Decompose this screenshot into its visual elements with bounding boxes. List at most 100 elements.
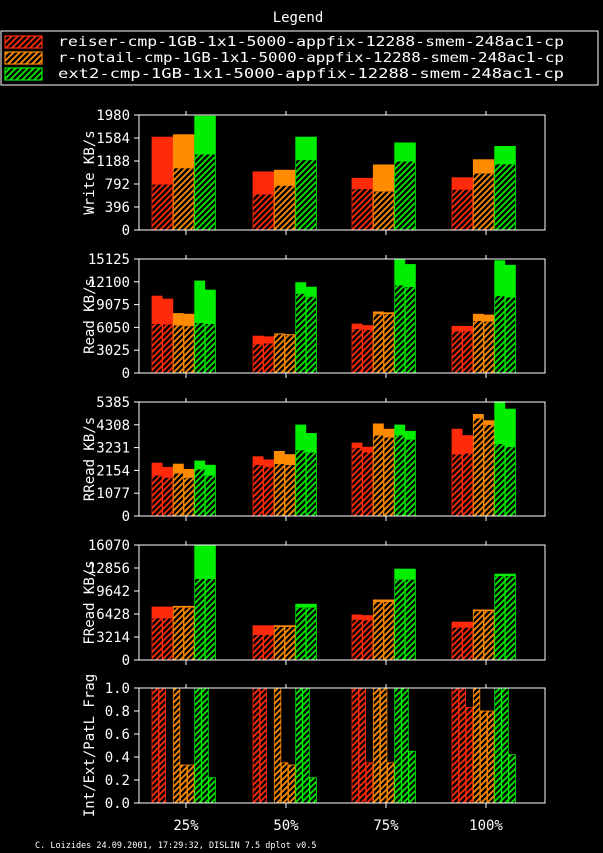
bar-hatched (274, 464, 285, 516)
bar-hatched (162, 618, 173, 660)
bar-upper (394, 569, 405, 580)
y-tick-label: 0 (122, 509, 130, 525)
bar-hatched (263, 635, 274, 660)
bar-hatched (394, 688, 402, 803)
bar-upper (306, 433, 317, 453)
bar-hatched (494, 296, 505, 373)
bar-hatched (194, 579, 205, 660)
bar-upper (184, 606, 195, 608)
bar-hatched (281, 762, 288, 804)
y-tick-label: 1188 (96, 154, 130, 170)
y-tick-label: 0.2 (105, 773, 130, 789)
legend-swatch (4, 35, 43, 49)
bar-hatched (194, 688, 202, 803)
y-tick-label: 9075 (96, 298, 130, 314)
bar-hatched (263, 343, 274, 373)
bar-upper (173, 313, 184, 326)
bar-hatched (484, 425, 495, 516)
bar-upper (253, 171, 274, 195)
x-category-label: 100% (469, 818, 503, 834)
bar-hatched (373, 314, 384, 373)
bar-upper (405, 431, 416, 440)
y-tick-label: 3231 (96, 441, 130, 457)
bar-hatched (253, 194, 274, 230)
legend-swatch (4, 67, 43, 81)
bar-hatched (508, 754, 516, 803)
bar-hatched (452, 454, 463, 516)
bar-hatched (505, 297, 516, 373)
bar-hatched (295, 688, 303, 803)
legend: Legend reiser-cmp-1GB-1x1-5000-appfix-12… (0, 10, 599, 86)
bar-hatched (274, 185, 295, 230)
bar-hatched (274, 627, 285, 660)
bar-hatched (302, 688, 310, 803)
bar-upper (473, 159, 494, 174)
bar-hatched (473, 418, 484, 516)
bar-hatched (352, 688, 359, 803)
bar-upper (263, 625, 274, 635)
y-tick-label: 3214 (96, 630, 130, 646)
bar-upper (452, 326, 463, 332)
y-tick-label: 2154 (96, 463, 130, 479)
bar-hatched (152, 688, 159, 803)
chart-panel-4: 0 3214 6428 9642 12856 16070 FRead KB/s (82, 538, 546, 669)
bar-hatched (184, 477, 195, 516)
bar-upper (173, 134, 194, 169)
bar-upper (253, 336, 264, 345)
legend-frame (0, 30, 599, 86)
bar-hatched (405, 439, 416, 516)
bar-upper (162, 607, 173, 619)
bar-hatched (384, 602, 395, 660)
y-tick-label: 396 (105, 200, 130, 216)
bar-upper (394, 259, 405, 286)
bar-upper (194, 461, 205, 470)
bar-hatched (494, 444, 505, 516)
chart-panel-2: 0 3025 6050 9075 12100 15125 Read KB/s (82, 252, 546, 382)
legend-title: Legend (273, 10, 324, 26)
bar-hatched (152, 618, 163, 660)
y-tick-label: 16070 (88, 538, 130, 554)
bar-hatched (180, 765, 187, 803)
bar-upper (384, 599, 395, 602)
bar-upper (352, 178, 373, 190)
bar-hatched (394, 161, 416, 230)
bar-hatched (285, 335, 296, 373)
bar-upper (173, 606, 184, 608)
legend-entries: reiser-cmp-1GB-1x1-5000-appfix-12288-sme… (4, 34, 564, 82)
bar-upper (274, 170, 295, 186)
bar-upper (194, 116, 216, 155)
bar-upper (373, 164, 394, 192)
y-tick-label: 4308 (96, 418, 130, 434)
panel-frame (138, 544, 546, 661)
bar-upper (494, 401, 505, 444)
bar-hatched (306, 607, 317, 660)
bar-hatched (285, 465, 296, 516)
bar-upper (505, 574, 516, 577)
bar-upper (505, 265, 516, 298)
y-tick-label: 0 (122, 366, 130, 382)
bar-hatched (452, 627, 463, 660)
bar-hatched (473, 173, 494, 230)
y-axis-label: Write KB/s (82, 130, 98, 214)
bar-upper (295, 425, 306, 451)
bar-upper (352, 614, 363, 620)
bar-hatched (494, 576, 505, 660)
panel-frame (138, 687, 546, 804)
bar-upper (253, 625, 264, 635)
bar-hatched (373, 191, 394, 230)
bar-upper (295, 604, 306, 608)
bar-upper (263, 459, 274, 468)
bar-hatched (295, 450, 306, 516)
y-tick-label: 0 (122, 223, 130, 239)
bar-hatched (352, 189, 373, 230)
bar-upper (152, 607, 163, 619)
bar-upper (473, 314, 484, 321)
bar-upper (473, 609, 484, 612)
bar-hatched (408, 751, 416, 804)
bar-hatched (260, 688, 267, 803)
bar-hatched (473, 611, 484, 660)
bar-hatched (306, 296, 317, 373)
bar-hatched (306, 452, 317, 516)
bar-upper (452, 622, 463, 628)
bar-hatched (452, 688, 459, 803)
